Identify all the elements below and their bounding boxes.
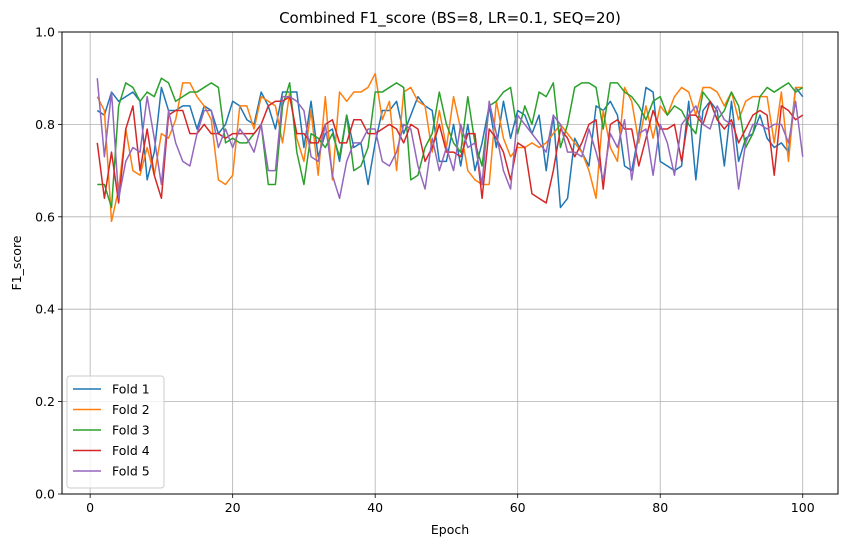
y-tick-label: 0.8 — [35, 117, 55, 132]
y-tick-label: 0.0 — [35, 487, 55, 502]
x-tick-label: 20 — [225, 500, 241, 515]
series-line-fold-5 — [96, 78, 804, 200]
axis-ticks: 0 20 40 60 80 100 0.0 0.2 0.4 0.6 0.8 1.0 — [35, 25, 815, 516]
y-tick-label: 1.0 — [35, 25, 55, 40]
x-tick-label: 0 — [86, 500, 94, 515]
series-lines — [96, 72, 804, 223]
legend-label: Fold 1 — [112, 382, 150, 397]
legend-label: Fold 5 — [112, 464, 150, 479]
y-tick-label: 0.2 — [35, 394, 55, 409]
series-line-fold-4 — [96, 95, 804, 204]
legend: Fold 1 Fold 2 Fold 3 Fold 4 Fold 5 — [66, 375, 165, 489]
y-tick-label: 0.4 — [35, 302, 55, 317]
legend-label: Fold 2 — [112, 402, 150, 417]
x-tick-label: 80 — [652, 500, 668, 515]
chart-title: Combined F1_score (BS=8, LR=0.1, SEQ=20) — [279, 9, 621, 28]
x-tick-label: 40 — [367, 500, 383, 515]
y-tick-label: 0.6 — [35, 209, 55, 224]
y-axis-label: F1_score — [9, 235, 24, 290]
legend-label: Fold 3 — [112, 423, 150, 438]
x-axis-label: Epoch — [431, 522, 469, 537]
x-tick-label: 60 — [510, 500, 526, 515]
series-line-fold-2 — [96, 72, 803, 223]
legend-label: Fold 4 — [112, 443, 150, 458]
legend-box — [66, 375, 165, 489]
x-tick-label: 100 — [791, 500, 815, 515]
plot-frame — [61, 31, 839, 495]
series-line-fold-3 — [97, 77, 804, 209]
